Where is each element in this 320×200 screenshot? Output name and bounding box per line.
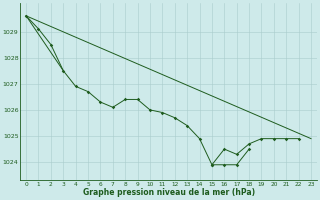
X-axis label: Graphe pression niveau de la mer (hPa): Graphe pression niveau de la mer (hPa) xyxy=(83,188,255,197)
